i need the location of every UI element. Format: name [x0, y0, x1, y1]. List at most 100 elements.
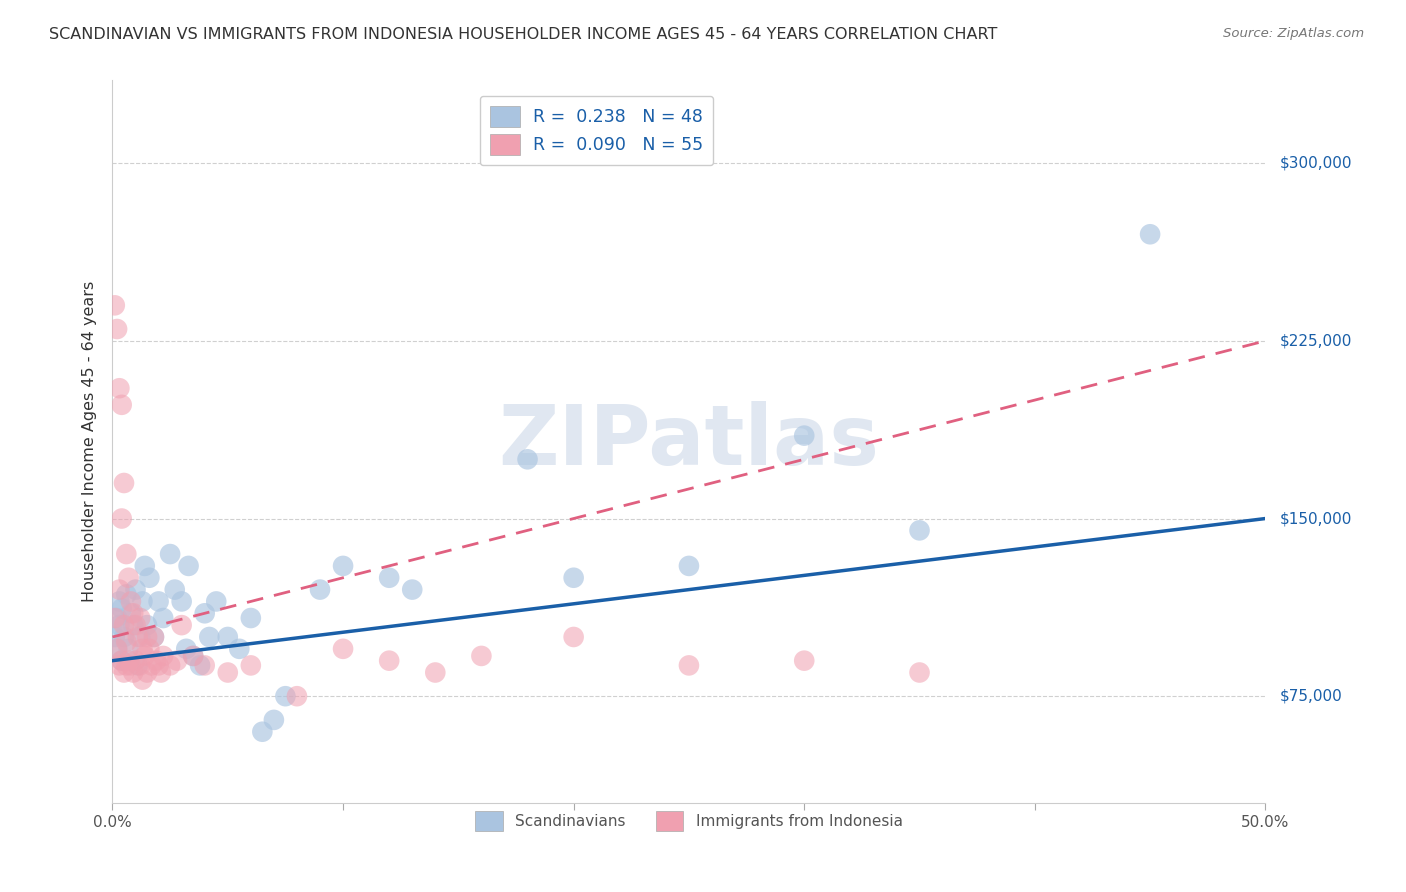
Point — [105, 641, 128, 656]
Point — [136, 630, 159, 644]
Point — [124, 654, 146, 668]
Point — [141, 658, 163, 673]
Point — [194, 607, 217, 621]
Point — [159, 658, 181, 673]
Point — [122, 607, 145, 621]
Point — [129, 611, 152, 625]
Point — [285, 689, 308, 703]
Point — [332, 558, 354, 573]
Point — [111, 654, 134, 668]
Point — [117, 641, 139, 656]
Point — [908, 665, 931, 680]
Point — [105, 641, 128, 656]
Point — [111, 398, 134, 412]
Point — [127, 658, 149, 673]
Point — [112, 475, 135, 490]
Point — [401, 582, 423, 597]
Point — [252, 724, 274, 739]
Point — [170, 618, 193, 632]
Point — [134, 648, 156, 663]
Point — [115, 587, 138, 601]
Point — [159, 547, 181, 561]
Point — [111, 511, 134, 525]
Text: Source: ZipAtlas.com: Source: ZipAtlas.com — [1223, 27, 1364, 40]
Point — [124, 618, 146, 632]
Point — [115, 634, 138, 648]
Point — [104, 298, 127, 312]
Point — [131, 641, 153, 656]
Point — [117, 571, 139, 585]
Point — [152, 648, 174, 663]
Point — [104, 630, 127, 644]
Point — [143, 630, 166, 644]
Point — [678, 658, 700, 673]
Text: $75,000: $75,000 — [1279, 689, 1343, 704]
Point — [145, 654, 167, 668]
Text: SCANDINAVIAN VS IMMIGRANTS FROM INDONESIA HOUSEHOLDER INCOME AGES 45 - 64 YEARS : SCANDINAVIAN VS IMMIGRANTS FROM INDONESI… — [49, 27, 998, 42]
Point — [217, 665, 239, 680]
Point — [149, 665, 172, 680]
Point — [115, 547, 138, 561]
Point — [108, 582, 131, 597]
Point — [127, 630, 149, 644]
Point — [112, 618, 135, 632]
Point — [108, 594, 131, 608]
Point — [120, 607, 142, 621]
Point — [112, 665, 135, 680]
Point — [263, 713, 285, 727]
Point — [378, 571, 401, 585]
Point — [108, 618, 131, 632]
Point — [562, 630, 585, 644]
Point — [425, 665, 447, 680]
Point — [309, 582, 332, 597]
Point — [152, 611, 174, 625]
Point — [194, 658, 217, 673]
Point — [129, 658, 152, 673]
Point — [131, 594, 153, 608]
Point — [177, 558, 200, 573]
Point — [105, 611, 128, 625]
Point — [120, 658, 142, 673]
Point — [163, 582, 186, 597]
Point — [117, 654, 139, 668]
Point — [793, 428, 815, 442]
Point — [105, 322, 128, 336]
Point — [111, 654, 134, 668]
Point — [129, 630, 152, 644]
Point — [562, 571, 585, 585]
Point — [516, 452, 538, 467]
Point — [120, 594, 142, 608]
Point — [111, 601, 134, 615]
Text: $300,000: $300,000 — [1279, 156, 1351, 170]
Point — [228, 641, 250, 656]
Point — [198, 630, 221, 644]
Point — [136, 618, 159, 632]
Point — [122, 665, 145, 680]
Point — [170, 594, 193, 608]
Point — [124, 582, 146, 597]
Point — [181, 648, 204, 663]
Point — [136, 665, 159, 680]
Point — [131, 673, 153, 687]
Point — [138, 571, 160, 585]
Point — [274, 689, 297, 703]
Point — [678, 558, 700, 573]
Point — [148, 594, 170, 608]
Text: $225,000: $225,000 — [1279, 334, 1351, 349]
Point — [148, 658, 170, 673]
Text: ZIPatlas: ZIPatlas — [499, 401, 879, 482]
Legend: Scandinavians, Immigrants from Indonesia: Scandinavians, Immigrants from Indonesia — [468, 804, 910, 838]
Point — [908, 524, 931, 538]
Point — [378, 654, 401, 668]
Point — [205, 594, 228, 608]
Point — [143, 630, 166, 644]
Point — [108, 658, 131, 673]
Point — [181, 648, 204, 663]
Point — [138, 641, 160, 656]
Point — [104, 611, 127, 625]
Point — [108, 381, 131, 395]
Point — [134, 558, 156, 573]
Point — [1139, 227, 1161, 242]
Point — [470, 648, 492, 663]
Point — [122, 618, 145, 632]
